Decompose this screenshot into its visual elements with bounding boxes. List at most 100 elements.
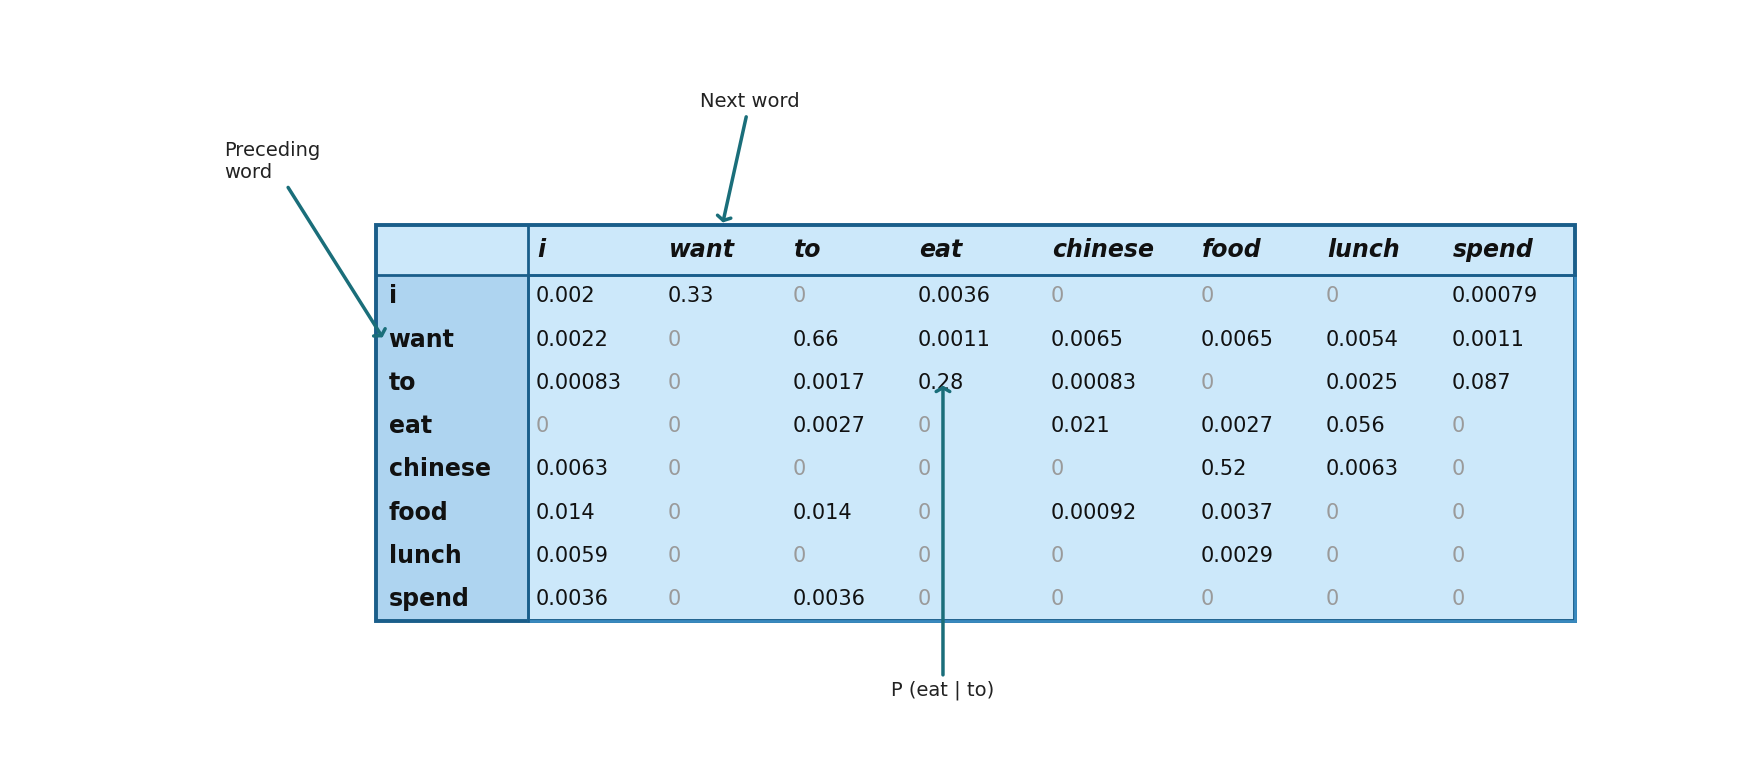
Text: 0: 0 [917,416,931,436]
Text: i: i [388,285,397,308]
Text: want: want [388,328,453,352]
Bar [1318,534,1442,577]
Bar [1193,491,1318,534]
Bar [1442,447,1574,491]
Bar [659,577,784,621]
Bar [659,275,784,318]
Bar [1442,361,1574,405]
Bar [1193,318,1318,361]
Text: 0.0011: 0.0011 [917,330,991,349]
Bar [376,405,527,447]
Text: chinese: chinese [1052,238,1154,262]
Text: 0.0027: 0.0027 [1200,416,1274,436]
Text: 0.0065: 0.0065 [1200,330,1274,349]
Bar [1042,275,1193,318]
Bar [1042,577,1193,621]
Text: 0.0036: 0.0036 [917,286,991,307]
Text: 0: 0 [668,373,680,393]
Text: 0.28: 0.28 [917,373,963,393]
Text: 0: 0 [917,503,931,523]
Text: 0.0022: 0.0022 [536,330,608,349]
Text: 0: 0 [668,589,680,609]
Text: 0: 0 [668,545,680,566]
Text: 0.0063: 0.0063 [536,459,608,479]
Text: 0: 0 [1200,589,1214,609]
Bar [659,447,784,491]
Text: 0.002: 0.002 [536,286,596,307]
Text: 0.0036: 0.0036 [536,589,608,609]
Bar [659,225,784,275]
Bar [659,361,784,405]
Text: 0: 0 [1200,373,1214,393]
Text: lunch: lunch [388,544,460,568]
Bar [1193,577,1318,621]
Text: 0.00083: 0.00083 [536,373,622,393]
Text: 0: 0 [536,416,548,436]
Bar [527,534,659,577]
Bar [376,361,527,405]
Text: 0: 0 [1325,286,1339,307]
Bar [659,491,784,534]
Bar [1442,318,1574,361]
Bar [784,275,910,318]
Text: 0.0065: 0.0065 [1051,330,1123,349]
Text: 0.0027: 0.0027 [792,416,864,436]
Text: 0.0011: 0.0011 [1451,330,1523,349]
Bar [910,534,1042,577]
Bar [527,225,659,275]
Text: want: want [668,238,734,262]
Bar [1318,318,1442,361]
Bar [910,275,1042,318]
Bar [910,405,1042,447]
Bar [527,491,659,534]
Bar [910,447,1042,491]
Text: 0.0017: 0.0017 [792,373,864,393]
Text: 0.0054: 0.0054 [1325,330,1399,349]
Bar [910,491,1042,534]
Bar [1318,577,1442,621]
Bar [527,318,659,361]
Bar [1442,405,1574,447]
Bar [784,361,910,405]
Text: 0.056: 0.056 [1325,416,1385,436]
Bar [910,577,1042,621]
Text: 0.087: 0.087 [1451,373,1511,393]
Bar [1193,405,1318,447]
Text: 0: 0 [1051,545,1063,566]
Bar [784,318,910,361]
Bar [1442,534,1574,577]
Text: 0: 0 [668,330,680,349]
Text: 0: 0 [917,589,931,609]
Bar [376,577,527,621]
Text: 0: 0 [1451,416,1464,436]
Bar [376,491,527,534]
Text: 0.66: 0.66 [792,330,838,349]
Text: 0: 0 [917,545,931,566]
Bar [1318,275,1442,318]
Bar [1042,534,1193,577]
Bar [376,225,1574,621]
Bar [1042,361,1193,405]
Text: 0.00083: 0.00083 [1051,373,1137,393]
Bar [1193,275,1318,318]
Text: 0.00092: 0.00092 [1051,503,1137,523]
Bar [1042,405,1193,447]
Text: i: i [538,238,545,262]
Bar [1318,405,1442,447]
Bar [376,318,527,361]
Text: 0.00079: 0.00079 [1451,286,1537,307]
Bar [527,361,659,405]
Text: 0: 0 [1451,459,1464,479]
Bar [1442,275,1574,318]
Bar [784,405,910,447]
Text: 0: 0 [668,503,680,523]
Bar [527,447,659,491]
Text: food: food [1202,238,1262,262]
Text: 0.52: 0.52 [1200,459,1246,479]
Text: 0: 0 [792,545,805,566]
Text: spend: spend [388,587,469,611]
Bar [1193,361,1318,405]
Text: Preceding
word: Preceding word [223,142,385,336]
Bar [784,225,910,275]
Bar [1442,577,1574,621]
